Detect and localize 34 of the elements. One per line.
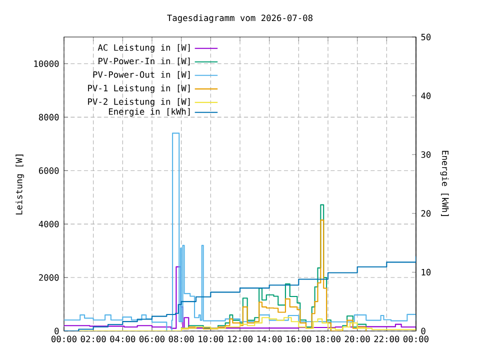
chart-title: Tagesdiagramm vom 2026-07-08	[167, 14, 312, 23]
x-tick-label: 00:00	[404, 336, 428, 342]
y-tick-label: 0	[54, 328, 59, 334]
y2-axis-title: Energie [kWh]	[440, 150, 449, 216]
x-tick-label: 10:00	[198, 336, 224, 342]
x-tick-label: 02:00	[80, 336, 106, 342]
legend-label: AC Leistung in [W]	[98, 44, 190, 53]
legend-label: PV-2 Leistung in [W]	[88, 98, 190, 107]
x-tick-label: 12:00	[228, 336, 252, 342]
legend-label: PV-Power-Out in [W]	[93, 71, 190, 79]
x-tick-label: 08:00	[168, 336, 194, 342]
y2-tick-label: 10	[422, 268, 431, 276]
y-tick-label: 2000	[39, 274, 59, 281]
y2-tick-label: 30	[421, 151, 431, 158]
y2-tick-label: 50	[421, 34, 431, 40]
y-tick-label: 8000	[38, 114, 59, 120]
x-tick-label: 22:00	[374, 336, 400, 342]
x-tick-label: 04:00	[110, 336, 136, 342]
y-tick-label: 6000	[38, 167, 59, 174]
y-tick-label: 10000	[34, 60, 59, 67]
x-tick-label: 16:00	[286, 336, 312, 342]
legend-label: PV-1 Leistung in [W]	[88, 84, 190, 94]
y2-tick-label: 20	[421, 210, 431, 217]
y2-tick-label: 40	[421, 92, 431, 100]
x-tick-label: 20:00	[344, 336, 370, 342]
x-tick-label: 00:00	[52, 336, 76, 342]
y-axis-title: Leistung [W]	[16, 154, 24, 214]
x-tick-label: 14:00	[257, 336, 282, 342]
legend-label: PV-Power-In in [W]	[98, 58, 190, 66]
y2-tick-label: 0	[421, 328, 426, 334]
legend-label: Energie in [kWh]	[108, 108, 190, 117]
x-tick-label: 06:00	[140, 336, 164, 342]
y-tick-label: 4000	[38, 220, 59, 228]
x-tick-label: 18:00	[316, 336, 340, 342]
